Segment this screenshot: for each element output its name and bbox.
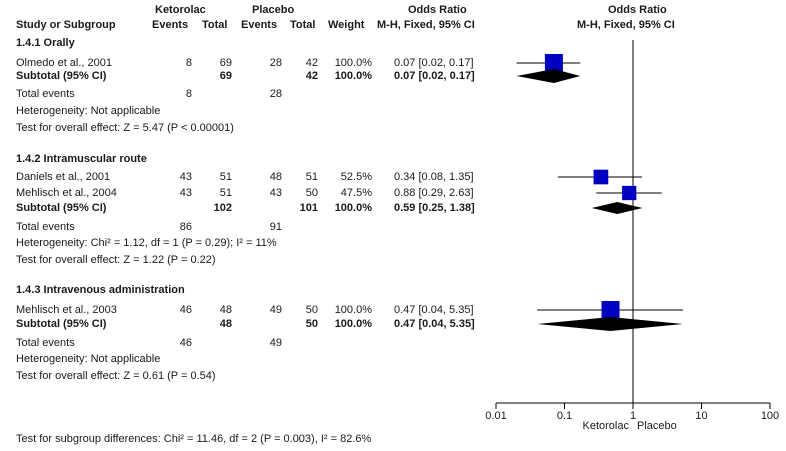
x-tick-label: 100 <box>761 410 779 422</box>
total-events-label: Total events <box>16 337 75 349</box>
header-col-total2: Total <box>290 19 316 31</box>
header-or-title: Odds Ratio <box>408 4 467 16</box>
total-events2: 28 <box>269 88 282 100</box>
subtotal-weight: 100.0% <box>334 318 372 330</box>
study-total2: 51 <box>305 171 318 183</box>
x-tick-label: 0.01 <box>485 410 506 422</box>
study-events2: 48 <box>269 171 282 183</box>
total-events1: 46 <box>179 337 192 349</box>
overall-effect: Test for overall effect: Z = 5.47 (P < 0… <box>16 122 234 134</box>
total-events-label: Total events <box>16 221 75 233</box>
x-tick-label: 0.1 <box>557 410 572 422</box>
study-marker <box>544 54 563 72</box>
study-marker <box>593 169 609 185</box>
study-total1: 69 <box>219 57 232 69</box>
favours-left-label: Ketorolac <box>583 420 630 432</box>
subtotal-diamond <box>537 317 683 331</box>
total-events1: 86 <box>179 221 192 233</box>
study-ci: 0.07 [0.02, 0.17] <box>394 57 474 69</box>
study-total1: 51 <box>219 171 232 183</box>
x-tick-label: 1 <box>630 410 636 422</box>
subtotal-total1: 69 <box>219 70 232 82</box>
study-weight: 47.5% <box>340 187 372 199</box>
subtotal-weight: 100.0% <box>334 202 372 214</box>
study-ci: 0.34 [0.08, 1.35] <box>394 171 474 183</box>
subgroup-differences-test: Test for subgroup differences: Chi² = 11… <box>16 433 372 445</box>
study-ci: 0.88 [0.29, 2.63] <box>394 187 474 199</box>
subtotal-total2: 101 <box>299 202 318 214</box>
study-events1: 43 <box>179 171 192 183</box>
subtotal-weight: 100.0% <box>334 70 372 82</box>
study-total2: 50 <box>305 187 318 199</box>
header-group2: Placebo <box>252 4 295 16</box>
subtotal-ci: 0.59 [0.25, 1.38] <box>394 202 475 214</box>
total-events1: 8 <box>185 88 192 100</box>
subgroup-title: 1.4.3 Intravenous administration <box>16 284 185 296</box>
study-marker <box>622 185 637 201</box>
study-weight: 100.0% <box>334 304 372 316</box>
subtotal-ci: 0.47 [0.04, 5.35] <box>394 318 475 330</box>
header-col-weight: Weight <box>328 19 365 31</box>
study-total2: 50 <box>305 304 318 316</box>
subtotal-total1: 48 <box>219 318 232 330</box>
header-col-events1: Events <box>152 19 189 31</box>
total-events-label: Total events <box>16 88 75 100</box>
subtotal-label: Subtotal (95% CI) <box>16 318 107 330</box>
study-events2: 43 <box>269 187 282 199</box>
heterogeneity: Heterogeneity: Not applicable <box>16 105 161 117</box>
subtotal-total1: 102 <box>213 202 232 214</box>
overall-effect: Test for overall effect: Z = 1.22 (P = 0… <box>16 254 216 266</box>
study-weight: 52.5% <box>340 171 372 183</box>
subtotal-diamond <box>516 69 581 83</box>
header-group1: Ketorolac <box>155 4 206 16</box>
header-or-title-plot: Odds Ratio <box>608 4 667 16</box>
study-marker <box>601 301 620 319</box>
total-events2: 49 <box>269 337 282 349</box>
study-total1: 48 <box>219 304 232 316</box>
overall-effect: Test for overall effect: Z = 0.61 (P = 0… <box>16 370 216 382</box>
subtotal-total2: 42 <box>305 70 318 82</box>
study-total1: 51 <box>219 187 232 199</box>
study-weight: 100.0% <box>334 57 372 69</box>
header-col-study: Study or Subgroup <box>16 19 116 31</box>
study-name: Daniels et al., 2001 <box>16 171 111 183</box>
total-events2: 91 <box>269 221 282 233</box>
header-col-method-plot: M-H, Fixed, 95% CI <box>577 19 675 31</box>
subtotal-total2: 50 <box>305 318 318 330</box>
header-col-total1: Total <box>202 19 228 31</box>
subgroup-title: 1.4.1 Orally <box>16 37 75 49</box>
subgroup-title: 1.4.2 Intramuscular route <box>16 153 147 165</box>
study-name: Mehlisch et al., 2004 <box>16 187 117 199</box>
study-events2: 28 <box>269 57 282 69</box>
subtotal-label: Subtotal (95% CI) <box>16 202 107 214</box>
study-events1: 43 <box>179 187 192 199</box>
study-events1: 8 <box>185 57 192 69</box>
x-tick-label: 10 <box>695 410 707 422</box>
study-name: Mehlisch et al., 2003 <box>16 304 117 316</box>
study-total2: 42 <box>305 57 318 69</box>
subtotal-diamond <box>591 202 643 214</box>
study-events1: 46 <box>179 304 192 316</box>
study-name: Olmedo et al., 2001 <box>16 57 113 69</box>
subtotal-label: Subtotal (95% CI) <box>16 70 107 82</box>
header-col-method: M-H, Fixed, 95% CI <box>377 19 475 31</box>
header-col-events2: Events <box>241 19 278 31</box>
heterogeneity: Heterogeneity: Not applicable <box>16 353 161 365</box>
favours-right-label: Placebo <box>637 420 677 432</box>
heterogeneity: Heterogeneity: Chi² = 1.12, df = 1 (P = … <box>16 237 277 249</box>
study-events2: 49 <box>269 304 282 316</box>
study-ci: 0.47 [0.04, 5.35] <box>394 304 474 316</box>
subtotal-ci: 0.07 [0.02, 0.17] <box>394 70 475 82</box>
